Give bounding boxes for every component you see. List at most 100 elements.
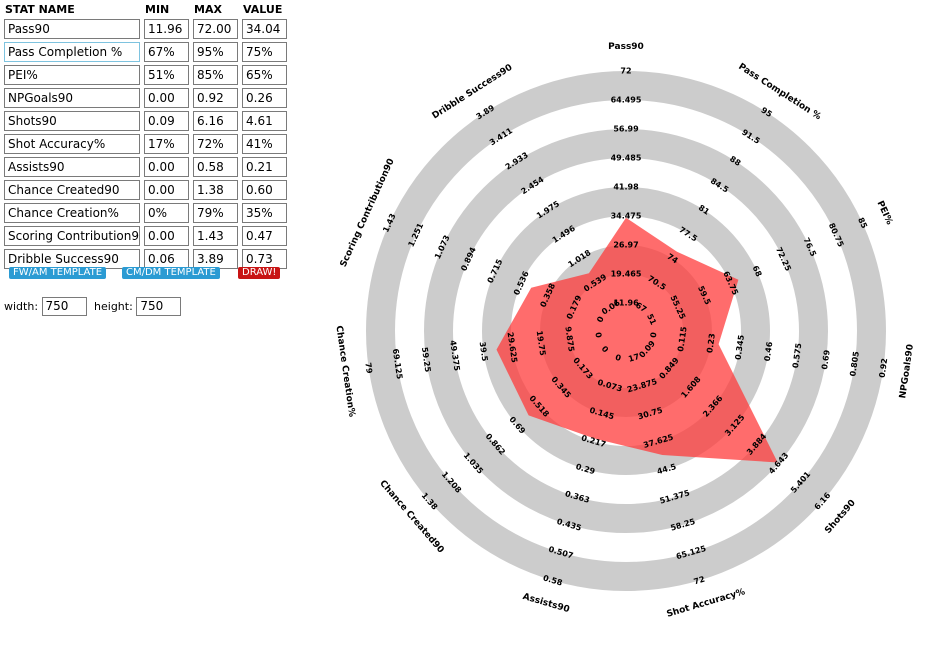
- stat-name-input[interactable]: Assists90: [4, 157, 140, 177]
- stat-min-input[interactable]: 17%: [144, 134, 189, 154]
- radar-tick-label: 0: [593, 332, 603, 339]
- radar-axis-label: Shot Accuracy%: [666, 587, 747, 620]
- radar-axis-label: Pass90: [608, 42, 644, 52]
- stat-min-input[interactable]: 0%: [144, 203, 189, 223]
- stat-name-input[interactable]: Pass Completion %: [4, 42, 140, 62]
- radar-tick-label: 59.25: [420, 347, 433, 374]
- radar-tick-label: 0: [595, 315, 606, 324]
- stat-cell: 41%: [242, 134, 287, 154]
- stat-min-input[interactable]: 11.96: [144, 19, 189, 39]
- stat-max-input[interactable]: 0.92: [193, 88, 238, 108]
- stat-value-input[interactable]: 41%: [242, 134, 287, 154]
- stat-cell: 95%: [193, 42, 238, 62]
- stat-cell: PEI%: [4, 65, 140, 85]
- radar-tick-label: 49.375: [448, 340, 461, 372]
- stat-name-input[interactable]: Scoring Contribution90: [4, 226, 140, 246]
- radar-tick-label: 41.98: [613, 183, 639, 192]
- stat-max-input[interactable]: 72%: [193, 134, 238, 154]
- stat-min-input[interactable]: 0.00: [144, 157, 189, 177]
- radar-value-polygon: [496, 217, 778, 463]
- radar-tick-label: 9.875: [563, 326, 576, 353]
- stat-max-input[interactable]: 6.16: [193, 111, 238, 131]
- stat-cell: Chance Created90: [4, 180, 140, 200]
- stat-name-input[interactable]: Dribble Success90: [4, 249, 140, 269]
- stat-value-input[interactable]: 0.47: [242, 226, 287, 246]
- stat-cell: 6.16: [193, 111, 238, 131]
- stat-cell: 34.04: [242, 19, 287, 39]
- stat-value-input[interactable]: 0.21: [242, 157, 287, 177]
- stat-row: Pass90 11.96 72.00 34.04: [4, 19, 287, 39]
- stat-name-input[interactable]: Pass90: [4, 19, 140, 39]
- radar-tick-label: 85: [856, 216, 869, 230]
- radar-tick-label: 56.99: [613, 125, 639, 134]
- stat-row: Scoring Contribution90 0.00 1.43 0.47: [4, 226, 287, 246]
- radar-axis-label: NPGoals90: [898, 344, 916, 400]
- stat-min-input[interactable]: 0.00: [144, 180, 189, 200]
- stats-table: STAT NAME MIN MAX VALUE Pass90 11.96 72.00…: [0, 0, 291, 272]
- height-input[interactable]: 750: [136, 297, 182, 316]
- stat-min-input[interactable]: 67%: [144, 42, 189, 62]
- stat-row: Chance Creation% 0% 79% 35%: [4, 203, 287, 223]
- width-label: width:: [4, 299, 39, 313]
- stat-min-input[interactable]: 51%: [144, 65, 189, 85]
- header-stat-name: STAT NAME: [5, 3, 75, 16]
- radar-tick-label: 0: [614, 353, 622, 363]
- stat-cell: 0.60: [242, 180, 287, 200]
- radar-tick-label: 72: [620, 67, 631, 76]
- radar-tick-label: 0.92: [878, 358, 890, 379]
- stat-cell: Scoring Contribution90: [4, 226, 140, 246]
- stat-cell: 17%: [144, 134, 189, 154]
- stat-max-input[interactable]: 0.58: [193, 157, 238, 177]
- radar-tick-label: 0.23: [705, 333, 717, 354]
- cm-dm-template-button[interactable]: CM/DM TEMPLATE: [122, 267, 220, 279]
- stat-max-input[interactable]: 3.89: [193, 249, 238, 269]
- stat-value-input[interactable]: 0.60: [242, 180, 287, 200]
- stat-value-input[interactable]: 34.04: [242, 19, 287, 39]
- stat-row: Shot Accuracy% 17% 72% 41%: [4, 134, 287, 154]
- stat-max-input[interactable]: 79%: [193, 203, 238, 223]
- stat-row: Dribble Success90 0.06 3.89 0.73: [4, 249, 287, 269]
- stat-value-input[interactable]: 75%: [242, 42, 287, 62]
- stat-name-input[interactable]: Chance Created90: [4, 180, 140, 200]
- stat-cell: 85%: [193, 65, 238, 85]
- stat-row: Pass Completion % 67% 95% 75%: [4, 42, 287, 62]
- stat-name-input[interactable]: PEI%: [4, 65, 140, 85]
- stat-value-input[interactable]: 65%: [242, 65, 287, 85]
- stat-name-input[interactable]: Shot Accuracy%: [4, 134, 140, 154]
- stat-cell: 72.00: [193, 19, 238, 39]
- stat-cell: 1.38: [193, 180, 238, 200]
- stat-min-input[interactable]: 0.00: [144, 88, 189, 108]
- stat-name-input[interactable]: Shots90: [4, 111, 140, 131]
- stat-cell: 35%: [242, 203, 287, 223]
- dimensions-row: width: 750 height: 750: [4, 297, 182, 316]
- stat-max-input[interactable]: 1.43: [193, 226, 238, 246]
- fw-am-template-button[interactable]: FW/AM TEMPLATE: [9, 267, 107, 279]
- stat-value-input[interactable]: 0.26: [242, 88, 287, 108]
- stat-min-input[interactable]: 0.06: [144, 249, 189, 269]
- stat-max-input[interactable]: 72.00: [193, 19, 238, 39]
- stat-cell: 0.09: [144, 111, 189, 131]
- draw-button[interactable]: DRAW!: [238, 267, 281, 279]
- stat-max-input[interactable]: 95%: [193, 42, 238, 62]
- stat-value-input[interactable]: 0.73: [242, 249, 287, 269]
- stat-min-input[interactable]: 0.00: [144, 226, 189, 246]
- stat-cell: 0.92: [193, 88, 238, 108]
- radar-tick-label: 64.495: [611, 96, 642, 105]
- stat-max-input[interactable]: 1.38: [193, 180, 238, 200]
- stat-max-input[interactable]: 85%: [193, 65, 238, 85]
- width-input[interactable]: 750: [41, 297, 87, 316]
- radar-tick-label: 68: [751, 264, 764, 278]
- radar-chart: 11.96 19.465 26.97 34.475 41.98 49.485 56.99 64…: [333, 42, 916, 620]
- stat-min-input[interactable]: 0.09: [144, 111, 189, 131]
- radar-axis-label: Shots90: [823, 498, 858, 536]
- stat-value-input[interactable]: 35%: [242, 203, 287, 223]
- stat-name-input[interactable]: Chance Creation%: [4, 203, 140, 223]
- stat-cell: 0.58: [193, 157, 238, 177]
- stat-cell: 51%: [144, 65, 189, 85]
- radar-tick-label: 0.805: [848, 350, 861, 377]
- stat-cell: 0.00: [144, 226, 189, 246]
- radar-tick-label: 17: [627, 352, 640, 364]
- radar-tick-label: 0.115: [676, 326, 689, 353]
- stat-value-input[interactable]: 4.61: [242, 111, 287, 131]
- stat-name-input[interactable]: NPGoals90: [4, 88, 140, 108]
